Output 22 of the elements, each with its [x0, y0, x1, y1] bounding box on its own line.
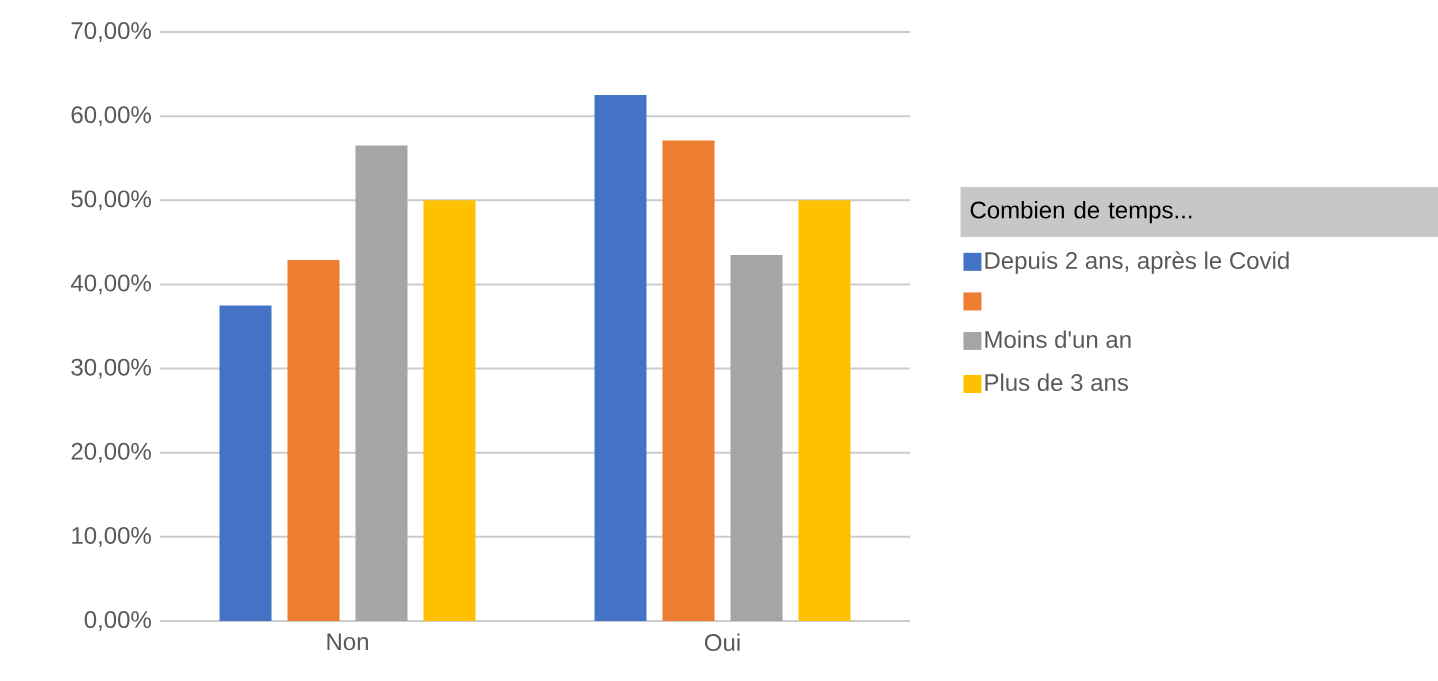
- legend-label: Moins d'un an: [985, 330, 1131, 349]
- y-tick-label: 30,00%: [71, 358, 151, 379]
- y-tick-label: 20,00%: [71, 442, 151, 463]
- x-tick-label: Oui: [704, 633, 740, 652]
- bar: [594, 95, 647, 621]
- x-tick-label: Non: [327, 633, 368, 651]
- bar: [355, 145, 408, 621]
- y-tick-label: 0,00%: [84, 611, 151, 631]
- bar: [287, 260, 340, 621]
- y-tick-label: 10,00%: [72, 526, 151, 547]
- bar: [730, 254, 783, 621]
- legend-label: Depuis 2 ans, après le Covid: [985, 251, 1289, 274]
- y-tick-label: 40,00%: [70, 274, 151, 295]
- y-tick-label: 50,00%: [71, 190, 151, 211]
- bar: [423, 200, 476, 621]
- bar: [219, 305, 272, 621]
- bar: [798, 200, 851, 621]
- y-tick-label: 70,00%: [71, 22, 151, 42]
- legend-label: Plus de 3 ans: [985, 373, 1128, 392]
- legend-title: Combien de temps...: [970, 200, 1192, 224]
- bar: [662, 140, 715, 621]
- y-tick-label: 60,00%: [71, 106, 151, 127]
